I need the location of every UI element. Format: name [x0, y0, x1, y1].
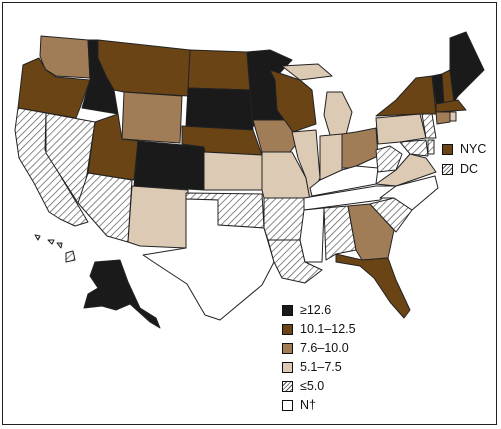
legend-item: N† [282, 397, 316, 413]
legend-label: 5.1–7.5 [300, 360, 342, 374]
state-HI [34, 234, 76, 263]
legend-swatch [282, 361, 293, 373]
legend-label: ≤5.0 [300, 379, 325, 393]
legend-swatch [282, 380, 293, 392]
state-AL [323, 205, 357, 261]
legend-label: 10.1–12.5 [300, 322, 356, 336]
state-PA [375, 113, 427, 145]
state-TX [142, 198, 275, 321]
side-legend-label: NYC [460, 142, 487, 156]
legend-label: N† [300, 398, 316, 412]
legend-swatch [282, 399, 293, 411]
state-AR [263, 197, 307, 241]
state-DE [427, 139, 435, 155]
state-KY [309, 165, 379, 197]
side-legend-swatch [442, 143, 453, 155]
state-KS [203, 151, 263, 191]
state-FL [335, 253, 411, 319]
legend-label: 7.6–10.0 [300, 341, 349, 355]
state-WY [121, 91, 183, 144]
state-MA [435, 99, 467, 113]
legend-swatch [282, 304, 293, 316]
legend-item: 10.1–12.5 [282, 321, 356, 337]
state-MD [399, 139, 429, 157]
legend-swatch [282, 342, 293, 354]
state-WV [375, 145, 403, 173]
state-RI [449, 111, 457, 122]
side-legend-item: DC [442, 162, 478, 176]
legend-item: 7.6–10.0 [282, 340, 349, 356]
side-legend-swatch [442, 163, 453, 175]
state-OH [341, 127, 379, 169]
state-IA [252, 119, 299, 153]
state-AZ [77, 172, 133, 243]
legend-item: ≥12.6 [282, 302, 331, 318]
state-ND [187, 49, 251, 91]
legend-swatch [282, 323, 293, 335]
side-legend-label: DC [460, 162, 479, 176]
legend-item: ≤5.0 [282, 378, 324, 394]
legend-label: ≥12.6 [300, 303, 332, 317]
state-MS [299, 207, 325, 263]
state-NM [127, 185, 189, 249]
state-SD [185, 87, 254, 131]
legend-item: 5.1–7.5 [282, 359, 342, 375]
state-CA [14, 107, 89, 227]
state-CT [435, 111, 451, 125]
side-legend-item: NYC [442, 142, 486, 156]
state-AK [83, 259, 161, 329]
state-NY [375, 75, 437, 117]
state-CO [133, 140, 206, 191]
state-ME [449, 31, 485, 103]
